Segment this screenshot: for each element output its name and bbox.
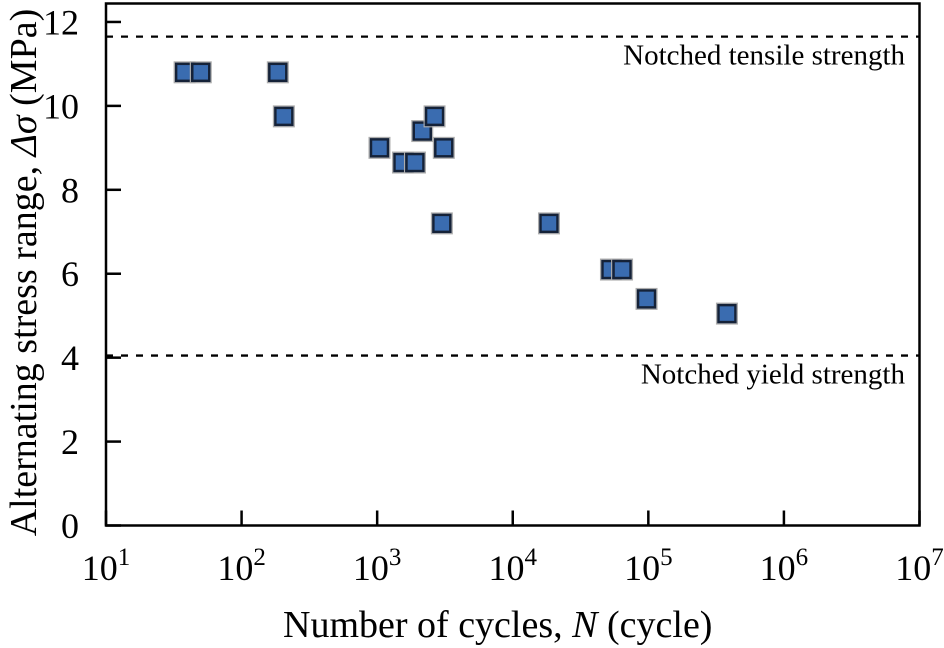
x-tick-label: 101 [82, 544, 131, 588]
data-point-halo [266, 61, 289, 84]
y-tick-label: 2 [61, 422, 79, 462]
data-point-halo [611, 258, 634, 281]
data-point [405, 152, 425, 173]
data-point-halo [411, 120, 434, 143]
plot-frame [104, 2, 921, 527]
y-tick-label: 6 [61, 254, 79, 294]
x-tick-label: 106 [760, 544, 809, 588]
data-point [274, 106, 294, 127]
data-point-halo [368, 136, 391, 159]
data-point [432, 213, 452, 234]
data-point [268, 62, 288, 83]
y-tick-label: 12 [43, 2, 79, 42]
data-point-halo [423, 105, 446, 128]
data-point-halo [272, 105, 295, 128]
y-tick-label: 10 [43, 86, 79, 126]
x-tick-label: 104 [489, 544, 538, 588]
data-point [424, 106, 445, 127]
data-point-halo [432, 136, 455, 159]
data-point-halo [403, 151, 426, 174]
data-point [539, 213, 559, 234]
y-tick-label: 8 [61, 170, 79, 210]
x-tick-label: 107 [895, 544, 944, 588]
data-point [369, 138, 390, 158]
reference-line-label-1: Notched yield strength [641, 359, 906, 391]
y-tick-label: 0 [61, 506, 79, 546]
y-tick-label: 4 [61, 338, 79, 378]
data-point [434, 138, 454, 158]
x-tick-label: 102 [217, 544, 265, 588]
y-axis-title: Alternating stress range, Δσ (MPa) [3, 9, 45, 537]
data-point [717, 303, 737, 324]
data-point-halo [715, 302, 738, 325]
data-point-halo [189, 61, 212, 84]
data-point-halo [635, 287, 658, 310]
data-point [612, 259, 632, 280]
x-tick-label: 103 [353, 544, 402, 588]
data-point [636, 289, 657, 309]
data-point-halo [537, 212, 560, 235]
data-point-halo [430, 212, 453, 235]
reference-line-label-0: Notched tensile strength [623, 40, 905, 72]
data-series [173, 61, 738, 325]
x-tick-label: 105 [624, 544, 673, 588]
data-point [191, 62, 211, 83]
x-axis-title: Number of cycles, N (cycle) [283, 604, 712, 646]
